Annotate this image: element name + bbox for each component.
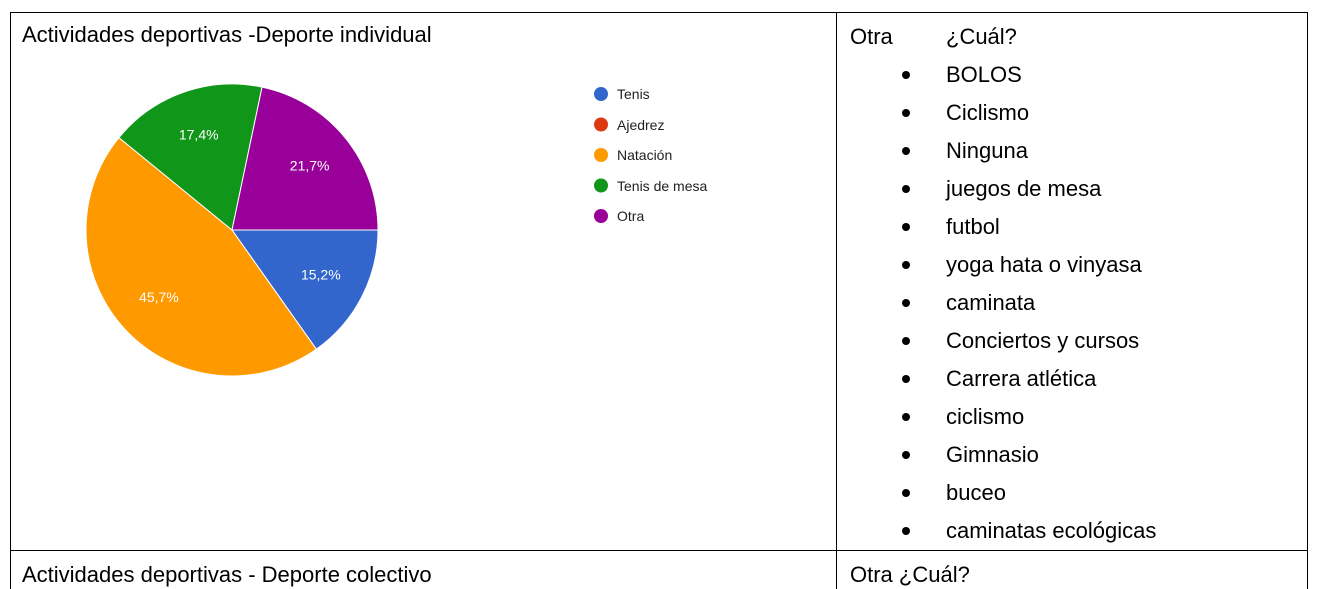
list-bullet xyxy=(902,413,910,421)
list-item: Conciertos y cursos xyxy=(946,328,1140,353)
list-item: futbol xyxy=(946,214,1000,239)
list-item: Carrera atlética xyxy=(946,366,1097,391)
list-bullet xyxy=(902,451,910,459)
list-item: caminatas ecológicas xyxy=(946,518,1157,543)
slice-label: 45,7% xyxy=(139,289,179,305)
list-bullet xyxy=(902,527,910,535)
border-left xyxy=(10,12,11,589)
list-item: BOLOS xyxy=(946,62,1022,87)
list-item: Ninguna xyxy=(946,138,1028,163)
row2-left: Actividades deportivas - Deporte colecti… xyxy=(22,562,432,587)
legend-marker xyxy=(594,117,608,132)
row-divider xyxy=(10,550,1308,551)
legend-marker xyxy=(594,148,608,162)
legend-label: Natación xyxy=(617,147,673,163)
pie-chart: 15,2% 45,7% 17,4% 21,7% xyxy=(85,83,608,377)
pie-slice xyxy=(85,136,318,377)
legend-label: Otra xyxy=(617,208,645,224)
list-bullet xyxy=(902,185,910,193)
legend-marker xyxy=(594,209,608,223)
border-top xyxy=(10,12,1308,13)
pie-slice xyxy=(231,229,379,350)
list-item: Gimnasio xyxy=(946,442,1039,467)
list-bullet xyxy=(902,147,910,155)
list-bullet xyxy=(902,223,910,231)
list-item: yoga hata o vinyasa xyxy=(946,252,1142,277)
list-bullet xyxy=(902,375,910,383)
other-question: ¿Cuál? xyxy=(946,24,1017,49)
list-bullet xyxy=(902,337,910,345)
legend-marker xyxy=(594,178,608,193)
chart-title: Actividades deportivas -Deporte individu… xyxy=(22,22,432,47)
slice-label: 15,2% xyxy=(301,267,341,283)
pie-slice xyxy=(118,83,263,231)
legend-marker xyxy=(594,87,608,101)
list-bullet xyxy=(902,109,910,117)
list-item: caminata xyxy=(946,290,1036,315)
legend-label: Tenis de mesa xyxy=(617,177,708,194)
list-bullet xyxy=(902,71,910,79)
legend-label: Tenis xyxy=(617,86,650,102)
slice-label: 21,7% xyxy=(290,158,330,174)
slice-label: 17,4% xyxy=(179,126,219,142)
other-label: Otra xyxy=(850,24,893,49)
list-item: Ciclismo xyxy=(946,100,1030,125)
list-item: ciclismo xyxy=(946,404,1025,429)
row2-right: Otra ¿Cuál? xyxy=(850,562,970,587)
legend-label: Ajedrez xyxy=(617,116,665,133)
list-bullet xyxy=(902,299,910,307)
pie-slice xyxy=(231,86,379,231)
list-item: juegos de mesa xyxy=(946,176,1102,201)
list-bullet xyxy=(902,489,910,497)
list-bullet xyxy=(902,261,910,269)
list-item: buceo xyxy=(946,480,1006,505)
border-right xyxy=(1307,12,1308,589)
column-divider xyxy=(836,12,837,589)
